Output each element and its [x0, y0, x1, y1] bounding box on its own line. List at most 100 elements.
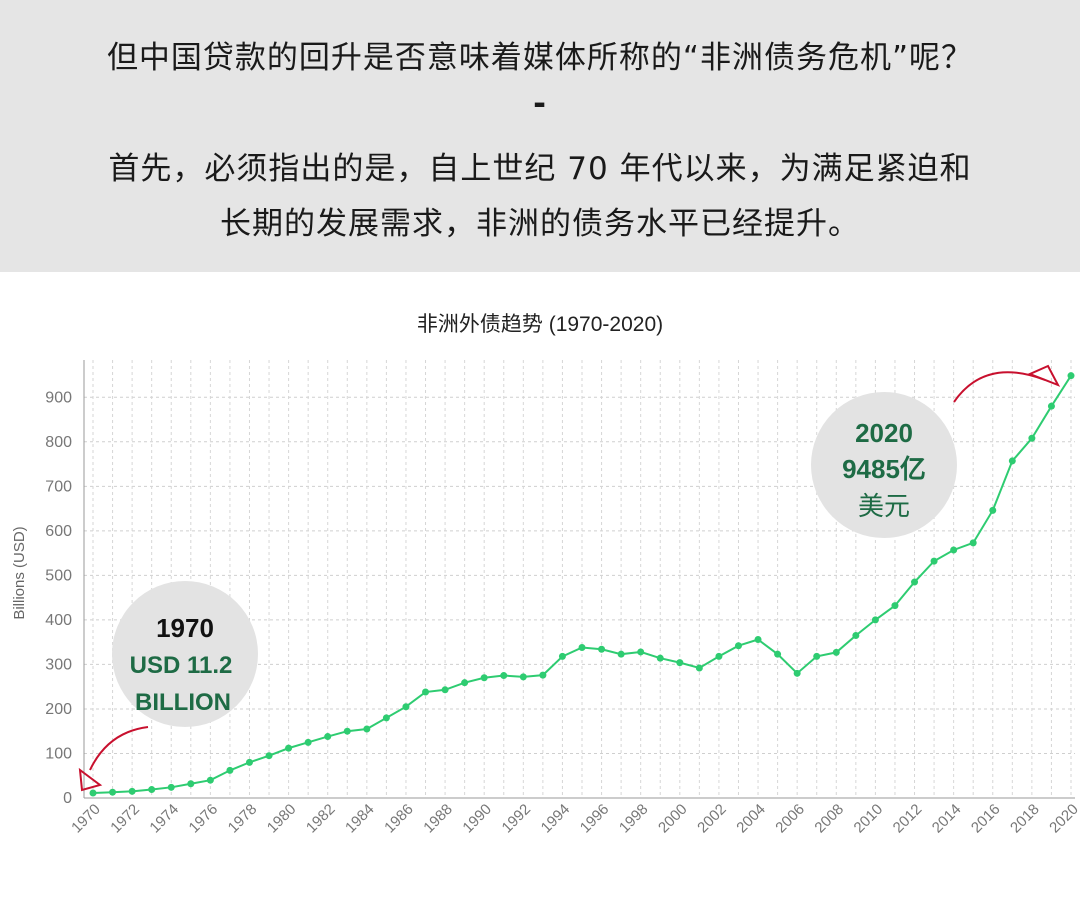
data-point — [676, 659, 684, 667]
annotation-2020: 2020 9485亿 美元 — [811, 392, 957, 538]
x-tick-label: 1994 — [538, 801, 574, 837]
annotation-bubble-1970 — [112, 581, 258, 727]
answer-line-2: 长期的发展需求，非洲的债务水平已经提升。 — [220, 206, 860, 242]
data-point — [402, 703, 410, 711]
annotation-1970-amount: USD 11.2 — [130, 652, 233, 679]
annotation-bubble-2020 — [811, 392, 957, 538]
y-tick-label: 800 — [45, 434, 72, 451]
annotation-1970-year: 1970 — [156, 613, 214, 643]
x-tick-label: 1984 — [342, 801, 378, 837]
annotation-2020-amount: 9485亿 — [842, 454, 926, 484]
data-point — [969, 539, 977, 547]
data-point — [206, 776, 214, 784]
data-point — [363, 725, 371, 733]
data-point — [1047, 402, 1055, 410]
x-tick-label: 1996 — [577, 801, 613, 837]
x-tick-label: 1980 — [264, 801, 300, 837]
y-tick-label: 500 — [45, 567, 72, 584]
debt-chart: 非洲外债趋势 (1970-2020) Billions (USD) 0 100 20… — [0, 272, 1080, 899]
data-point — [461, 679, 469, 687]
y-ticks: 0 100 200 300 400 500 600 700 800 900 — [45, 389, 72, 807]
data-point — [656, 654, 664, 662]
data-point — [539, 671, 547, 679]
data-point — [793, 669, 801, 677]
data-point — [813, 652, 821, 660]
data-point — [89, 789, 97, 797]
data-point — [128, 787, 136, 795]
x-tick-label: 2006 — [772, 801, 808, 837]
data-point — [578, 644, 586, 652]
chart-title: 非洲外债趋势 (1970-2020) — [417, 313, 663, 336]
data-point — [911, 578, 919, 586]
data-point — [715, 652, 723, 660]
x-tick-label: 2014 — [929, 801, 965, 837]
x-tick-label: 2004 — [733, 801, 769, 837]
y-tick-label: 700 — [45, 478, 72, 495]
annotation-2020-year: 2020 — [855, 418, 913, 448]
x-ticks: 1970 1972 1974 1976 1978 1980 1982 1984 1986 1988… — [68, 801, 1080, 837]
data-point — [1067, 372, 1075, 380]
data-point — [324, 733, 332, 741]
y-tick-label: 200 — [45, 701, 72, 718]
annotation-2020-unit: 美元 — [858, 491, 910, 521]
data-point — [598, 645, 606, 653]
data-point — [167, 783, 175, 791]
y-tick-label: 0 — [63, 790, 72, 807]
data-point — [734, 642, 742, 650]
question-banner: 但中国贷款的回升是否意味着媒体所称的“非洲债务危机”呢？ - 首先，必须指出的是… — [0, 0, 1080, 272]
data-point — [1028, 434, 1036, 442]
data-point — [441, 686, 449, 694]
x-tick-label: 2002 — [694, 801, 730, 837]
x-tick-label: 1982 — [303, 801, 339, 837]
x-tick-label: 1974 — [146, 801, 182, 837]
data-point — [285, 744, 293, 752]
annotation-1970-unit: BILLION — [135, 689, 231, 716]
data-point — [950, 546, 958, 554]
x-tick-label: 2012 — [890, 801, 926, 837]
data-point — [637, 648, 645, 656]
data-point — [265, 752, 273, 760]
data-point — [558, 652, 566, 660]
x-tick-label: 1992 — [499, 801, 535, 837]
data-point — [187, 780, 195, 788]
data-point — [695, 664, 703, 672]
x-tick-label: 1990 — [459, 801, 495, 837]
data-point — [480, 674, 488, 682]
arrow-head-2020 — [1027, 364, 1061, 387]
x-tick-label: 2020 — [1046, 801, 1080, 837]
data-point — [774, 650, 782, 658]
x-tick-label: 1976 — [186, 801, 222, 837]
data-point — [109, 788, 117, 796]
data-point — [422, 688, 430, 696]
arrow-to-1970 — [89, 726, 149, 771]
y-tick-label: 600 — [45, 523, 72, 540]
y-tick-label: 400 — [45, 612, 72, 629]
x-tick-label: 1970 — [68, 801, 104, 837]
data-point — [148, 786, 156, 794]
data-point — [989, 506, 997, 514]
axes — [83, 360, 1075, 799]
data-point — [871, 616, 879, 624]
y-tick-label: 900 — [45, 389, 72, 406]
data-point — [1008, 457, 1016, 465]
y-tick-label: 300 — [45, 656, 72, 673]
x-tick-label: 1998 — [616, 801, 652, 837]
data-point — [226, 766, 234, 774]
x-tick-label: 2000 — [655, 801, 691, 837]
x-tick-label: 1972 — [107, 801, 143, 837]
data-point — [304, 738, 312, 746]
data-point — [754, 635, 762, 643]
x-tick-label: 1986 — [381, 801, 417, 837]
question-text: 但中国贷款的回升是否意味着媒体所称的“非洲债务危机”呢？ — [106, 40, 974, 76]
x-tick-label: 1978 — [225, 801, 261, 837]
data-point — [343, 727, 351, 735]
data-point — [891, 602, 899, 610]
arrow-head-1970 — [78, 767, 103, 792]
x-tick-label: 2018 — [1007, 801, 1043, 837]
data-point — [382, 714, 390, 722]
data-point — [519, 673, 527, 681]
data-point — [617, 650, 625, 658]
data-point — [500, 672, 508, 680]
data-point — [245, 758, 253, 766]
x-tick-label: 2008 — [811, 801, 847, 837]
